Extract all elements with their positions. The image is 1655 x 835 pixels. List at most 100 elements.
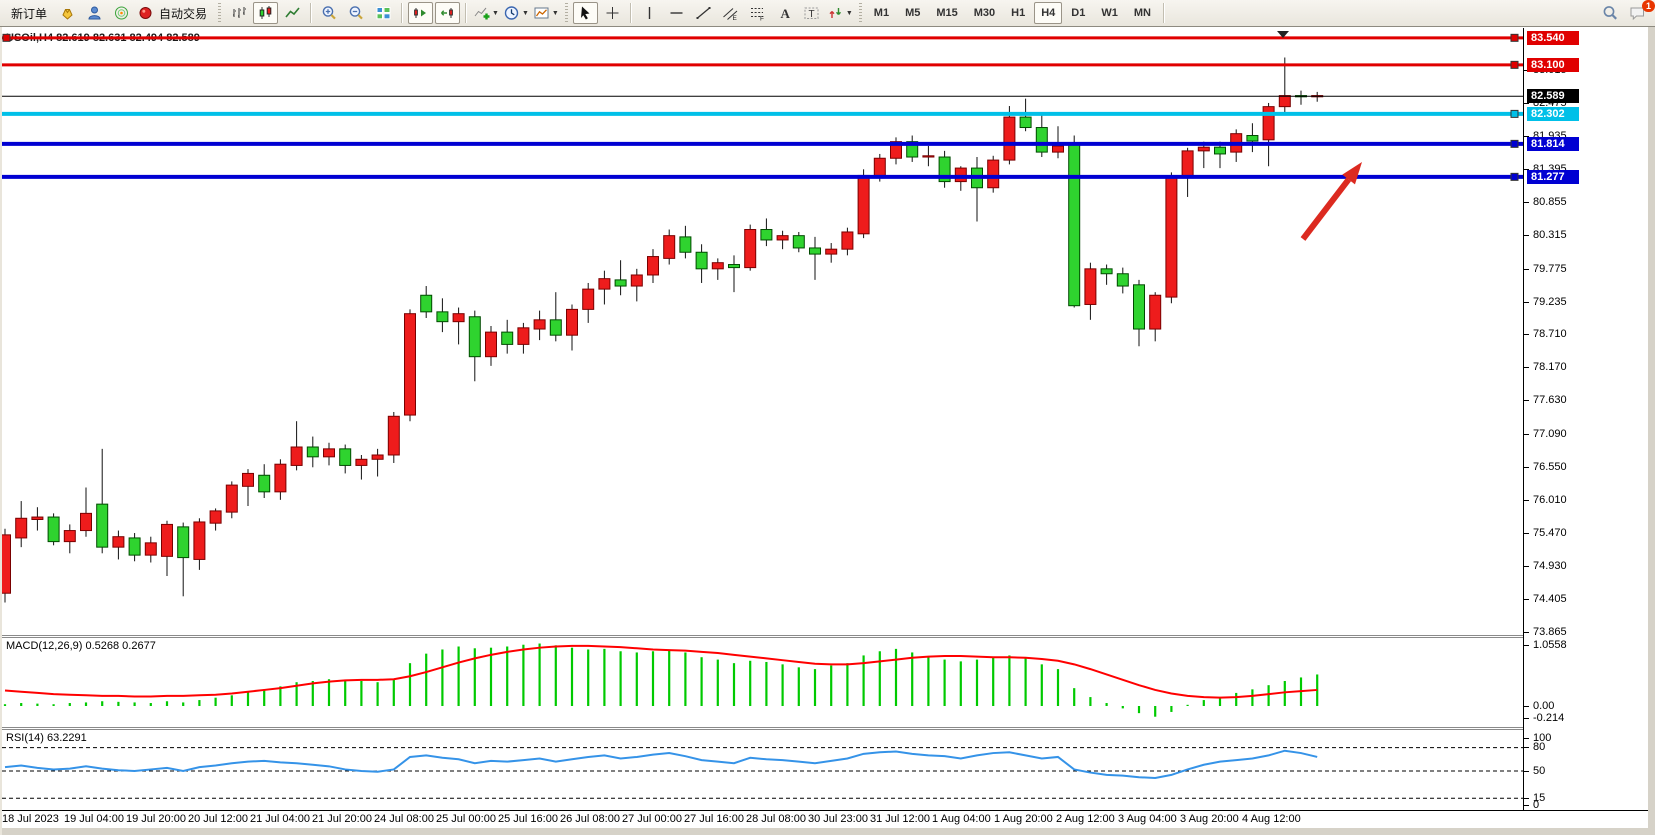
timeframe-mn[interactable]: MN: [1127, 2, 1158, 24]
zoom-in-button[interactable]: [317, 2, 342, 24]
arrow-annotation-head[interactable]: [1342, 162, 1362, 185]
chevron-down-icon: ▼: [492, 9, 499, 17]
deposit-button[interactable]: [55, 2, 80, 24]
candle-bearish: [1133, 284, 1145, 330]
cursor-button[interactable]: [572, 2, 598, 24]
new-order-button[interactable]: 新订单: [5, 2, 53, 24]
candle-bullish: [485, 331, 497, 358]
periods-button[interactable]: ▼: [502, 2, 530, 24]
cursor-arrow-icon: [580, 6, 590, 20]
community-button[interactable]: [82, 2, 107, 24]
fibonacci-button[interactable]: F: [745, 2, 770, 24]
svg-text:A: A: [780, 6, 790, 21]
candle-bullish: [161, 523, 173, 557]
notification-badge: 1: [1642, 0, 1655, 12]
arrows-button[interactable]: ▼: [826, 2, 854, 24]
time-axis[interactable]: 18 Jul 2023 19 Jul 04:00 19 Jul 20:00 20 Ju…: [0, 811, 1648, 828]
arrow-annotation-shaft[interactable]: [1300, 177, 1352, 241]
price-line-badge: 83.540: [1527, 30, 1579, 45]
horizontal-line-button[interactable]: [664, 2, 689, 24]
vertical-line-button[interactable]: [637, 2, 662, 24]
line-chart-icon: [285, 7, 300, 18]
candle-bullish: [954, 167, 967, 183]
time-axis-label: 21 Jul 04:00: [250, 813, 310, 825]
rsi-title: RSI(14) 63.2291: [6, 732, 87, 744]
auto-scroll-button[interactable]: [408, 2, 434, 24]
time-axis-label: 25 Jul 00:00: [436, 813, 496, 825]
clock-icon: [504, 6, 519, 20]
text-button[interactable]: A: [772, 2, 797, 24]
svg-text:E: E: [732, 15, 737, 21]
trendline-button[interactable]: [691, 2, 716, 24]
trendline-icon: [696, 7, 711, 19]
time-axis-label: 25 Jul 16:00: [498, 813, 558, 825]
toolbar-separator: [1162, 3, 1165, 23]
line-handle[interactable]: [1510, 139, 1519, 148]
text-label-icon: T: [804, 7, 819, 20]
time-axis-label: 18 Jul 2023: [2, 813, 59, 825]
gold-ingot-icon: [62, 9, 73, 20]
timeframe-m1[interactable]: M1: [867, 2, 896, 24]
price-axis[interactable]: 83.01582.47581.93581.39580.85580.31579.7…: [1523, 27, 1645, 811]
crosshair-button[interactable]: [600, 2, 625, 24]
timeframe-m15[interactable]: M15: [929, 2, 964, 24]
time-axis-label: 21 Jul 20:00: [312, 813, 372, 825]
chevron-down-icon: ▼: [521, 9, 529, 17]
time-axis-label: 26 Jul 08:00: [560, 813, 620, 825]
candlestick-chart-button[interactable]: [253, 2, 279, 24]
pane-separator[interactable]: [0, 635, 1523, 638]
candle-bearish: [760, 229, 773, 241]
candle-bullish: [225, 484, 238, 513]
timeframe-w1[interactable]: W1: [1094, 2, 1125, 24]
arrows-icon: [829, 8, 841, 18]
bar-chart-button[interactable]: [226, 2, 251, 24]
horizontal-line-icon: [670, 12, 683, 14]
candle-bearish: [1100, 268, 1113, 275]
toolbar-group-handle[interactable]: [564, 3, 568, 23]
notifications-button[interactable]: 1: [1625, 0, 1655, 24]
channel-button[interactable]: E: [718, 2, 743, 24]
templates-button[interactable]: ▼: [532, 2, 560, 24]
timeframe-m30[interactable]: M30: [967, 2, 1002, 24]
macd-axis-label: -0.214: [1523, 712, 1565, 725]
line-handle[interactable]: [1510, 33, 1519, 42]
toolbar-group-handle[interactable]: [218, 3, 222, 23]
rsi-axis-label: 100: [1523, 732, 1552, 744]
line-chart-button[interactable]: [280, 2, 305, 24]
tile-windows-button[interactable]: [371, 2, 396, 24]
line-handle[interactable]: [2, 33, 11, 42]
toolbar-separator: [629, 3, 632, 23]
signals-button[interactable]: [109, 2, 134, 24]
zoom-out-button[interactable]: [344, 2, 369, 24]
autotrading-button[interactable]: 自动交易: [136, 2, 213, 24]
chart-shift-button[interactable]: [435, 2, 461, 24]
timeframe-d1[interactable]: D1: [1064, 2, 1092, 24]
main-chart-pane[interactable]: USOil,H4 82.619 82.631 82.494 82.589: [2, 28, 1523, 635]
timeframe-h1[interactable]: H1: [1004, 2, 1032, 24]
candle-bearish: [1246, 135, 1259, 142]
candle-bullish: [290, 446, 303, 466]
timeframe-m5[interactable]: M5: [898, 2, 927, 24]
candle-bullish: [1197, 146, 1210, 152]
timeframe-h4[interactable]: H4: [1034, 2, 1063, 24]
text-label-button[interactable]: T: [799, 2, 824, 24]
line-handle[interactable]: [1510, 172, 1519, 181]
indicators-button[interactable]: ▼: [472, 2, 500, 24]
rsi-pane[interactable]: [2, 730, 1523, 810]
toolbar-group-handle[interactable]: [858, 3, 862, 23]
line-handle[interactable]: [1510, 109, 1519, 118]
price-line-badge: 81.814: [1527, 136, 1579, 151]
candle-bullish: [857, 174, 870, 235]
line-handle[interactable]: [1510, 60, 1519, 69]
search-button[interactable]: [1598, 2, 1623, 24]
toolbar-separator: [465, 3, 468, 23]
window-border-right: [1648, 27, 1655, 835]
candle-bearish: [614, 279, 627, 287]
rsi-axis-label: 15: [1523, 791, 1546, 804]
macd-pane[interactable]: [2, 638, 1523, 726]
chevron-down-icon: ▼: [551, 9, 559, 17]
chart-shift-marker[interactable]: [1277, 31, 1289, 38]
pane-separator[interactable]: [0, 727, 1523, 730]
time-axis-label: 27 Jul 16:00: [684, 813, 744, 825]
vertical-line-icon: [648, 7, 651, 19]
